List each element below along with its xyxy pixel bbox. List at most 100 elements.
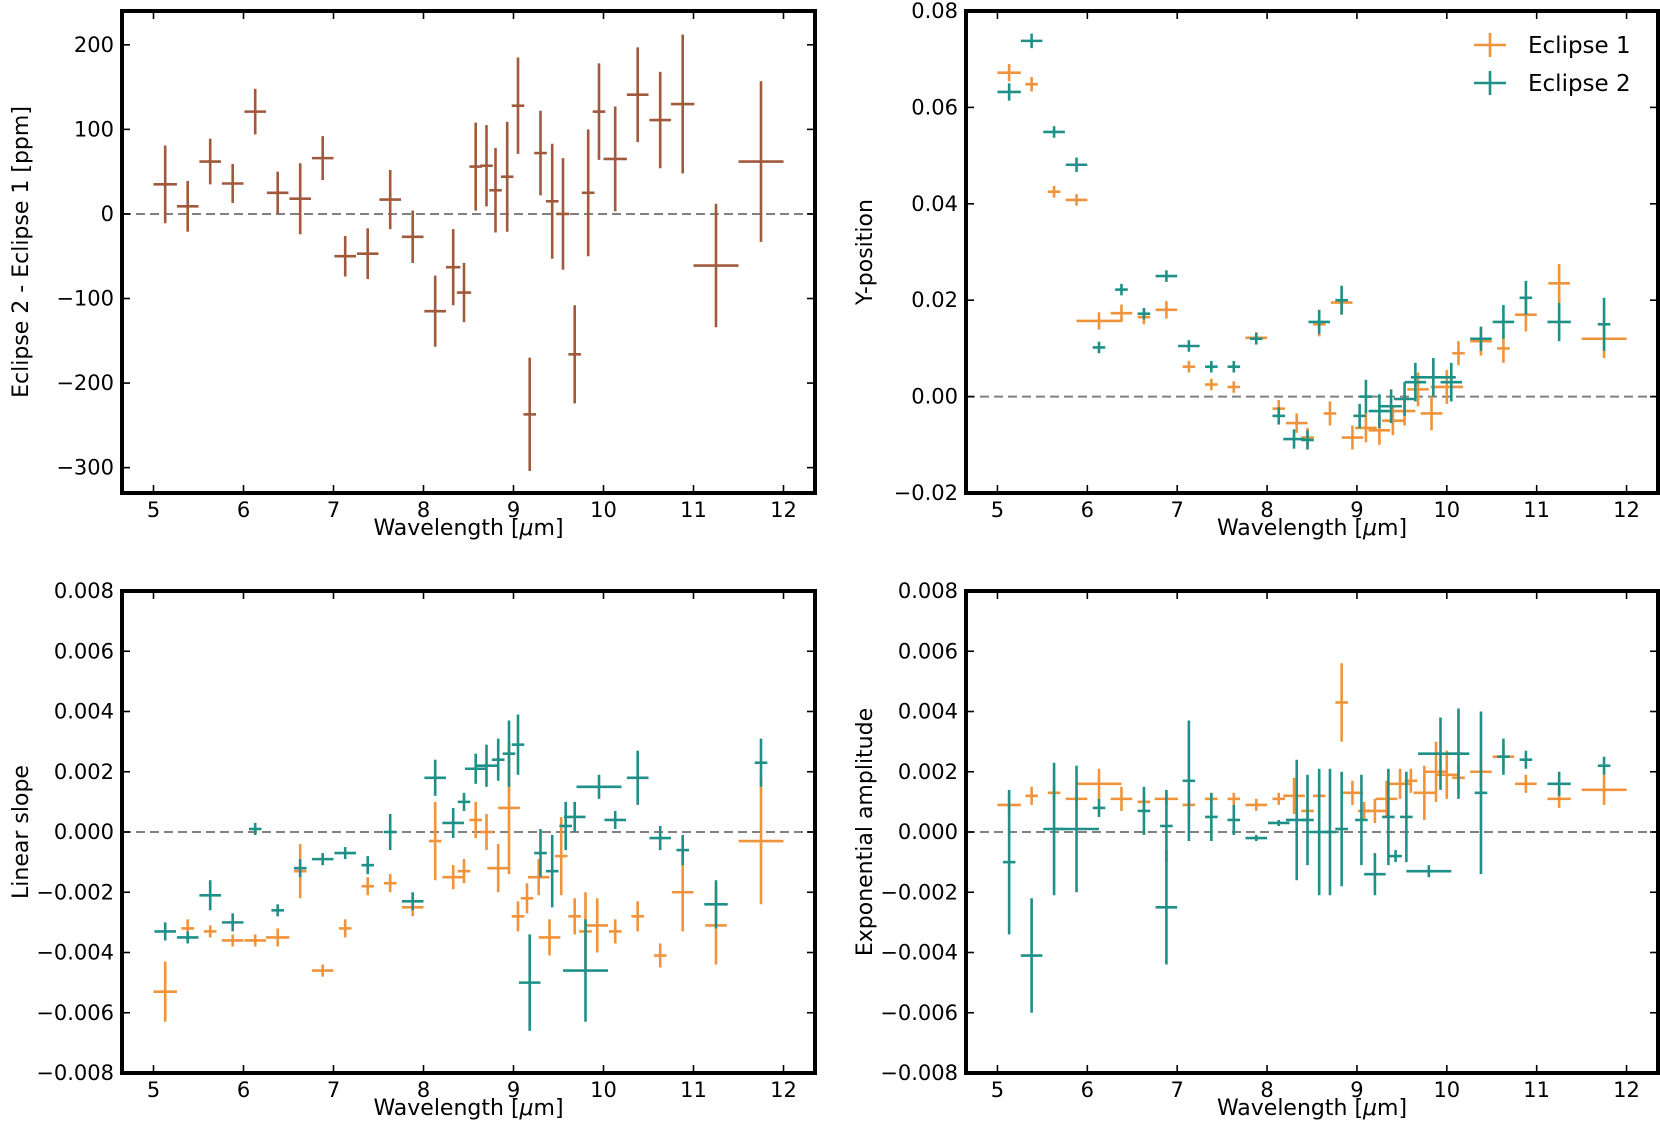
series-eclipse-1 — [997, 64, 1627, 450]
x-tick-label: 10 — [1433, 1078, 1460, 1102]
data-point — [311, 964, 334, 977]
data-point — [266, 171, 289, 214]
y-tick-label: 0 — [101, 202, 114, 226]
legend: Eclipse 1 Eclipse 2 — [1474, 33, 1631, 97]
data-point — [475, 744, 498, 787]
legend-marker — [1474, 33, 1506, 57]
data-point — [361, 856, 374, 875]
data-point — [563, 919, 608, 1022]
y-axis-label: Y-position — [853, 199, 878, 306]
data-point — [1227, 360, 1241, 373]
x-tick-label: 6 — [237, 498, 250, 522]
data-point — [738, 81, 784, 242]
data-point — [480, 125, 493, 207]
x-tick-label: 10 — [590, 498, 617, 522]
data-point — [608, 919, 622, 944]
data-point — [1547, 771, 1571, 796]
data-point — [154, 922, 176, 941]
x-tick-label: 7 — [327, 498, 340, 522]
data-point — [518, 934, 541, 1031]
y-tick-label: 0.006 — [54, 639, 114, 663]
x-tick-label: 9 — [507, 1078, 520, 1102]
x-tick-label: 6 — [1081, 1078, 1094, 1102]
y-tick-label: 0.004 — [54, 700, 114, 724]
data-point — [266, 928, 290, 947]
x-tick-label: 11 — [1523, 498, 1550, 522]
data-point — [545, 835, 559, 908]
data-point — [176, 180, 199, 232]
data-point — [293, 859, 307, 878]
data-point — [289, 163, 311, 235]
x-tick-label: 8 — [417, 498, 430, 522]
data-point — [738, 777, 784, 905]
y-tick-label: 0.000 — [54, 820, 114, 844]
x-tick-label: 9 — [1350, 498, 1363, 522]
axes-frame — [120, 589, 817, 1075]
data-point — [1341, 780, 1364, 805]
data-point — [592, 63, 606, 160]
data-point — [176, 931, 199, 944]
data-point — [356, 228, 379, 280]
data-marks — [997, 663, 1627, 1013]
data-point — [1404, 362, 1427, 402]
data-point — [244, 934, 266, 947]
data-point — [649, 71, 671, 169]
data-point — [1355, 774, 1368, 866]
y-tick-label: −0.008 — [36, 1061, 114, 1085]
data-point — [480, 813, 493, 851]
data-point — [1308, 309, 1330, 334]
x-axis-label: Wavelength [μm] — [373, 1096, 563, 1121]
data-point — [248, 822, 262, 836]
x-tick-label: 11 — [1523, 1078, 1550, 1102]
data-point — [997, 64, 1021, 82]
data-point — [511, 901, 525, 932]
data-point — [442, 807, 464, 839]
data-point — [428, 801, 442, 881]
data-point — [704, 880, 728, 929]
data-point — [554, 816, 568, 896]
data-point — [556, 158, 570, 270]
data-point — [1249, 332, 1263, 345]
data-point — [1137, 307, 1151, 320]
data-point — [1452, 341, 1465, 366]
data-point — [559, 801, 572, 851]
data-point — [153, 145, 177, 224]
x-tick-label: 7 — [1171, 1078, 1184, 1102]
x-tick-label: 8 — [417, 1078, 430, 1102]
data-point — [244, 88, 266, 135]
x-tick-label: 11 — [680, 498, 707, 522]
data-point — [401, 892, 424, 911]
data-point — [604, 810, 626, 829]
data-point — [1335, 285, 1348, 315]
data-point — [1430, 370, 1463, 404]
data-point — [1393, 382, 1416, 416]
data-point — [1323, 401, 1337, 426]
data-point — [311, 853, 334, 866]
y-tick-label: −0.004 — [36, 941, 114, 965]
data-point — [221, 913, 244, 932]
data-point — [221, 164, 244, 203]
data-point — [511, 714, 525, 775]
data-point — [568, 898, 581, 935]
data-point — [754, 738, 768, 787]
data-point — [1335, 771, 1348, 887]
data-point — [334, 847, 356, 860]
x-tick-label: 7 — [327, 1078, 340, 1102]
axes-frame — [120, 9, 817, 495]
data-point — [1267, 819, 1290, 826]
data-point — [464, 753, 487, 784]
y-tick-label: 0.08 — [911, 0, 958, 23]
y-tick-label: 0.000 — [898, 820, 958, 844]
x-tick-label: 12 — [1613, 1078, 1640, 1102]
data-point — [534, 110, 547, 196]
data-point — [1389, 850, 1402, 863]
y-tick-label: 0.002 — [898, 760, 958, 784]
data-point — [534, 828, 547, 878]
data-point — [401, 210, 424, 263]
data-point — [520, 883, 534, 914]
data-point — [469, 122, 482, 211]
data-point — [1440, 362, 1463, 402]
data-point — [1364, 853, 1386, 896]
data-point — [1413, 765, 1436, 820]
data-point — [1341, 425, 1364, 450]
